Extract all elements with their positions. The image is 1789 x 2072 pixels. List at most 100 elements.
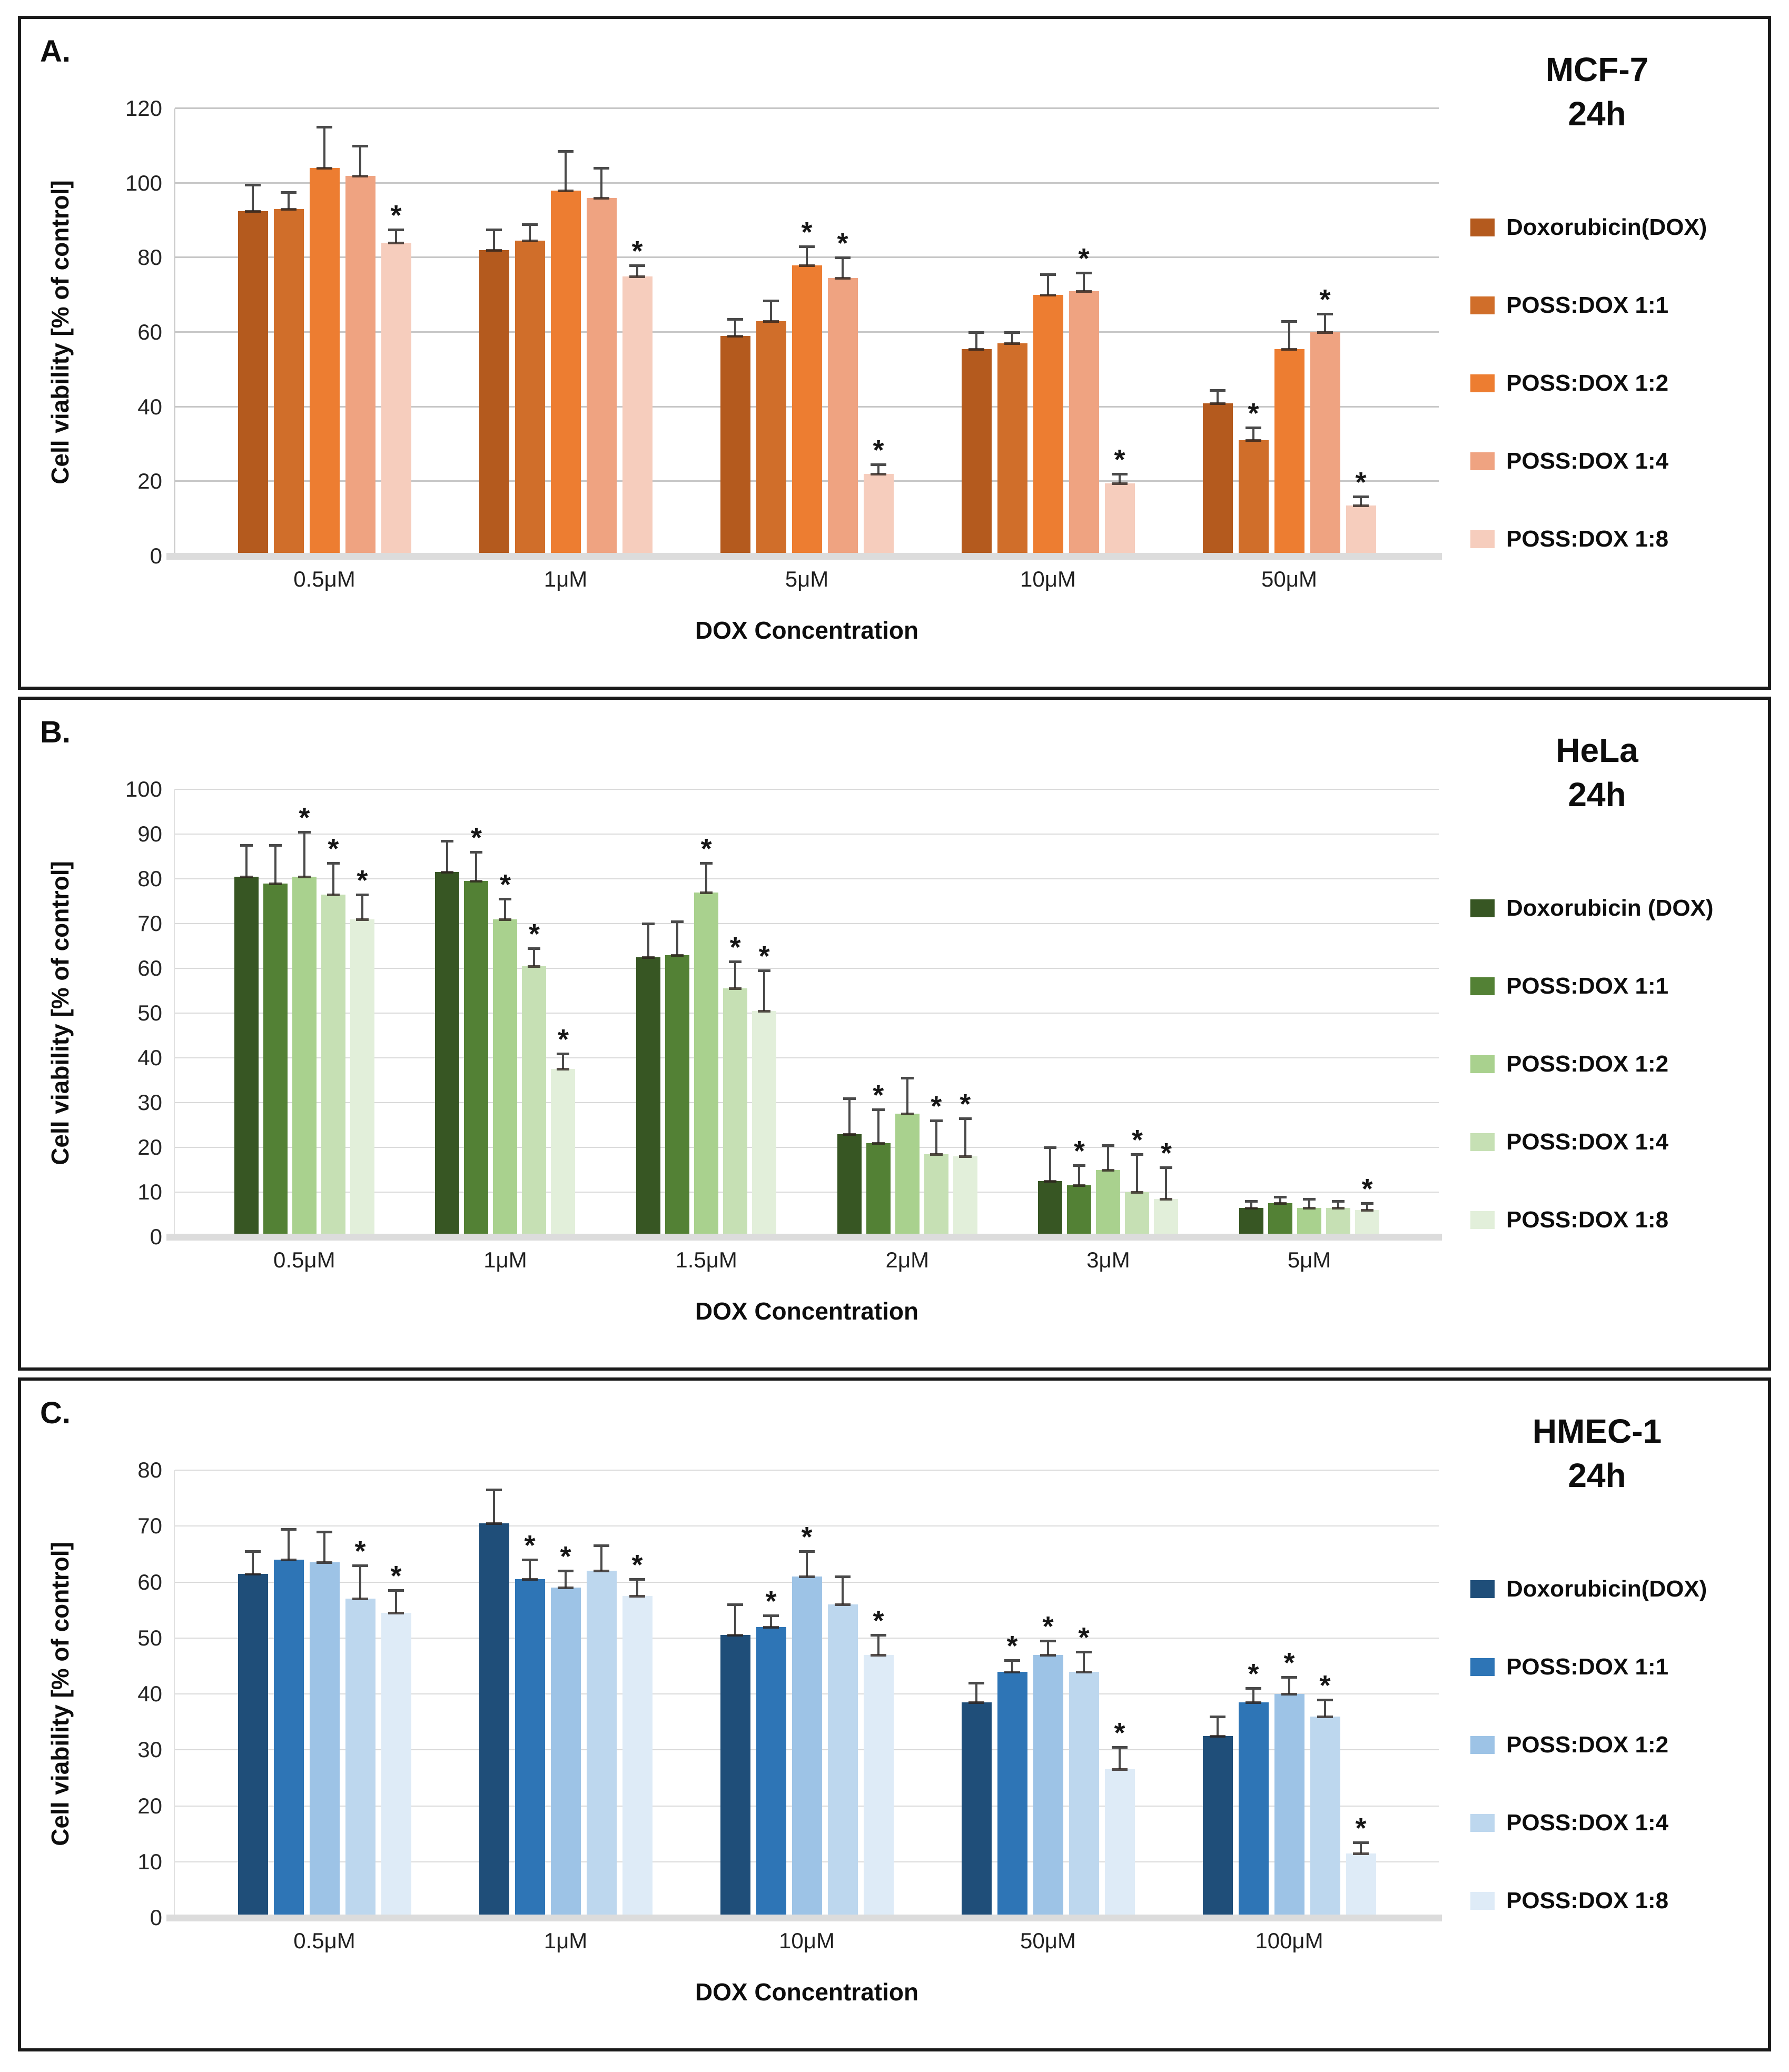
error-whisker [274,845,276,884]
error-cap-lower [1102,1168,1115,1172]
significance-star: * [631,235,643,267]
y-tick-label: 100 [125,170,162,195]
significance-star: * [1006,1630,1018,1662]
error-cap [317,1530,332,1533]
error-cap [594,167,609,170]
error-cap-lower [594,1570,609,1573]
chart-title-block: MCF-7 24h [1439,47,1755,136]
error-cap [1303,1197,1316,1201]
error-cap-lower [763,320,779,323]
bar-group: * * * [1038,1126,1179,1237]
error-cap [327,862,340,865]
error-whisker [647,924,650,957]
legend-item: POSS:DOX 1:4 [1470,1810,1755,1836]
error-cap [1004,1659,1020,1662]
error-cap [843,1097,856,1100]
gridline [175,1525,1439,1527]
error-whisker [1288,321,1290,349]
legend-label: POSS:DOX 1:8 [1506,1887,1669,1914]
legend-item: POSS:DOX 1:8 [1470,1888,1755,1914]
bar [238,1550,268,1918]
bar: * [493,870,518,1237]
error-cap [968,1681,984,1684]
error-cap [642,923,655,925]
error-cap-lower [1353,1852,1369,1855]
error-cap [1353,1841,1369,1844]
error-cap [1102,1144,1115,1147]
error-cap-lower [1004,342,1020,345]
gridline [175,1057,1439,1058]
error-cap [727,318,743,321]
error-cap [352,1564,368,1567]
chart-title: MCF-7 [1545,51,1649,88]
bar: * [1033,1612,1063,1918]
error-whisker [529,224,531,241]
error-whisker [734,961,737,989]
error-whisker [877,464,879,474]
error-cap [245,1550,261,1553]
significance-star: * [528,918,540,950]
error-whisker [975,332,977,349]
error-whisker [562,1053,565,1069]
legend-label: POSS:DOX 1:2 [1506,1050,1669,1077]
bar [827,1575,858,1918]
error-whisker [705,863,708,893]
error-cap-lower [968,348,984,351]
y-tick-label: 40 [137,1681,162,1706]
bar [238,184,268,556]
error-cap [930,1119,943,1122]
bar: * [551,1025,576,1237]
error-whisker [636,265,638,276]
error-whisker [288,1529,290,1560]
bar: * [752,942,777,1237]
error-cap-lower [499,918,512,921]
bar [515,223,545,556]
error-whisker [1083,1652,1085,1672]
y-axis-title-column: Cell viability [% of control] [35,1396,85,2048]
error-whisker [504,899,507,919]
legend: Doxorubicin (DOX) POSS:DOX 1:1 POSS:DOX 1:… [1439,895,1755,1233]
legend-swatch [1470,1580,1495,1598]
error-cap [901,1077,914,1080]
error-whisker [964,1118,966,1156]
bar: * [321,835,345,1237]
significance-star: * [931,1090,942,1122]
significance-star: * [557,1023,569,1055]
error-cap-lower [871,473,886,476]
legend-swatch [1470,218,1495,236]
significance-star: * [1042,1611,1054,1643]
error-cap [799,1550,815,1553]
legend-item: POSS:DOX 1:2 [1470,1051,1755,1077]
y-tick-label: 80 [137,1458,162,1482]
error-cap [872,1108,885,1111]
chart-title: HMEC-1 [1532,1412,1662,1450]
error-cap-lower [486,1522,502,1525]
error-whisker [529,1560,531,1580]
error-cap [1317,1698,1333,1701]
error-cap-lower [1303,1206,1316,1210]
bar [586,1544,617,1918]
error-cap-lower [594,197,609,200]
bar-groups: * * * * * * * * * * * * * * * * * [175,789,1439,1237]
legend-column: HMEC-1 24h Doxorubicin(DOX) POSS:DOX 1:1 P… [1439,1396,1755,2048]
panel-hela: B. Cell viability [% of control] 0 10 20 30… [18,697,1771,1371]
chart-subtitle: 24h [1568,1456,1626,1495]
error-cap-lower [871,1653,886,1657]
error-cap-lower [1044,1179,1057,1183]
significance-star: * [299,801,310,834]
legend-swatch [1470,1133,1495,1151]
error-cap-lower [872,1142,885,1145]
bar: * [792,218,822,556]
legend-label: POSS:DOX 1:4 [1506,1128,1669,1155]
legend-label: POSS:DOX 1:4 [1506,448,1669,474]
legend-swatch [1470,530,1495,548]
bar-groups: * * * * * * * * * * [175,108,1439,556]
error-cap-lower [727,335,743,338]
error-whisker [1360,496,1362,506]
x-tick-label: 1μM [483,1247,527,1272]
error-cap [835,256,851,260]
error-whisker [446,840,449,873]
error-cap [499,898,512,901]
error-whisker [877,1109,879,1143]
error-whisker [565,1571,567,1588]
